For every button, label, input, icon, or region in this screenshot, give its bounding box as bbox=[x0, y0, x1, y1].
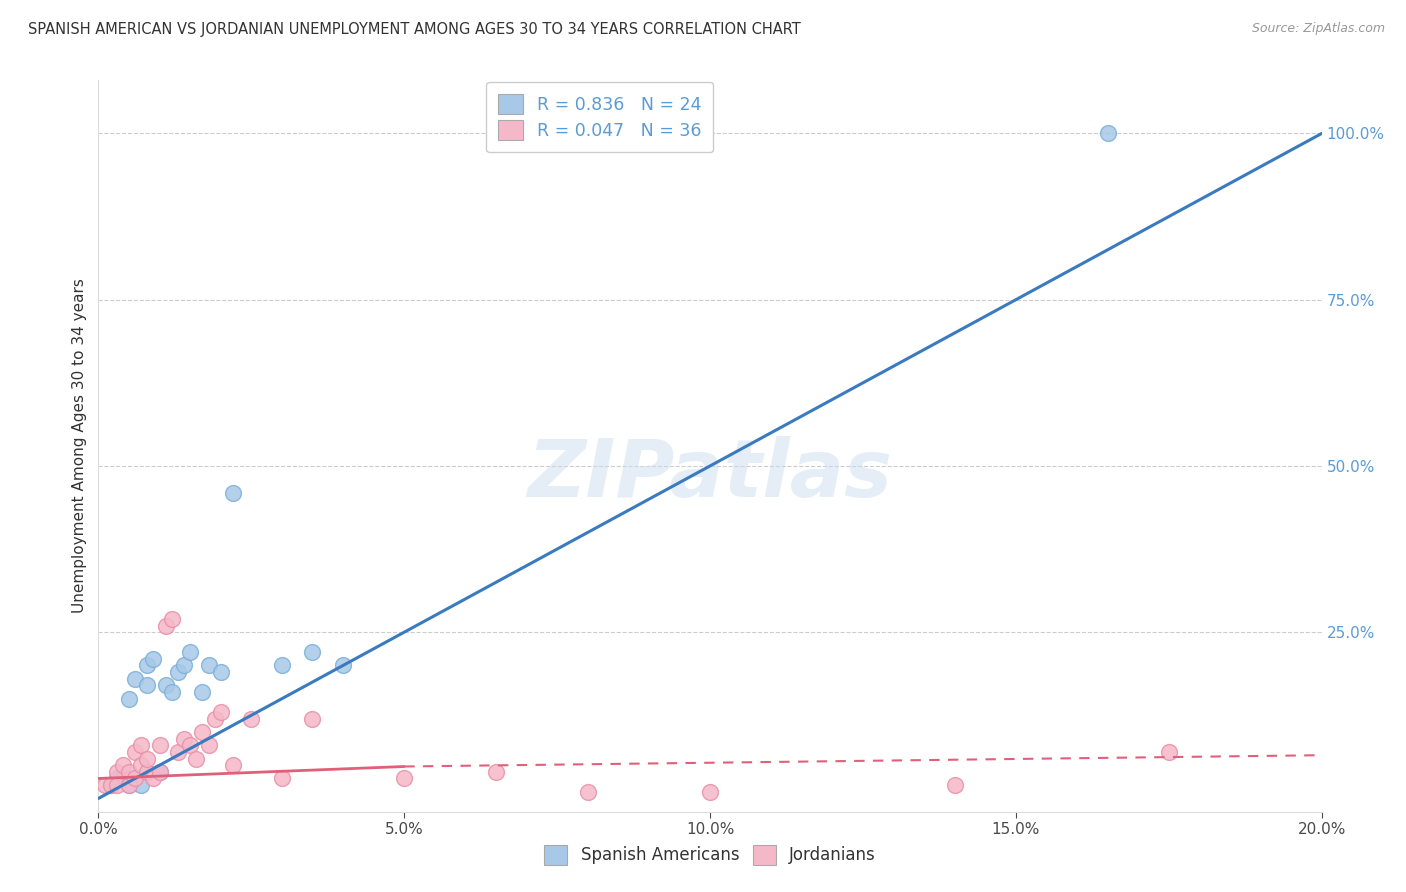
Point bbox=[100, 778, 122, 792]
Point bbox=[204, 712, 226, 726]
Point bbox=[173, 658, 195, 673]
Text: ZIPatlas: ZIPatlas bbox=[527, 436, 893, 515]
Point bbox=[301, 712, 323, 726]
Point bbox=[136, 764, 159, 779]
Point bbox=[118, 778, 141, 792]
Point bbox=[136, 678, 159, 692]
Y-axis label: Unemployment Among Ages 30 to 34 years: Unemployment Among Ages 30 to 34 years bbox=[72, 278, 87, 614]
Point bbox=[173, 731, 195, 746]
Point bbox=[129, 738, 152, 752]
Point bbox=[118, 778, 141, 792]
Point bbox=[118, 691, 141, 706]
Text: Source: ZipAtlas.com: Source: ZipAtlas.com bbox=[1251, 22, 1385, 36]
Point bbox=[191, 725, 214, 739]
Point bbox=[485, 764, 508, 779]
Point bbox=[209, 705, 232, 719]
Point bbox=[111, 772, 134, 786]
Point bbox=[129, 778, 152, 792]
Point bbox=[93, 778, 115, 792]
Point bbox=[124, 772, 146, 786]
Point bbox=[301, 645, 323, 659]
Point bbox=[155, 618, 177, 632]
Point bbox=[392, 772, 416, 786]
Point bbox=[136, 658, 159, 673]
Point bbox=[270, 772, 292, 786]
Point bbox=[179, 645, 201, 659]
Point bbox=[222, 758, 245, 772]
Point bbox=[197, 738, 219, 752]
Text: SPANISH AMERICAN VS JORDANIAN UNEMPLOYMENT AMONG AGES 30 TO 34 YEARS CORRELATION: SPANISH AMERICAN VS JORDANIAN UNEMPLOYME… bbox=[28, 22, 801, 37]
Point bbox=[105, 778, 128, 792]
Point bbox=[167, 665, 190, 679]
Point bbox=[186, 751, 208, 765]
Point bbox=[240, 712, 263, 726]
Point bbox=[332, 658, 354, 673]
Point bbox=[197, 658, 219, 673]
Point bbox=[105, 772, 128, 786]
Point bbox=[179, 738, 201, 752]
Point bbox=[270, 658, 292, 673]
Point bbox=[142, 772, 165, 786]
Point bbox=[129, 758, 152, 772]
Point bbox=[943, 778, 966, 792]
Point bbox=[576, 785, 599, 799]
Point bbox=[136, 751, 159, 765]
Point bbox=[149, 764, 172, 779]
Point bbox=[155, 678, 177, 692]
Point bbox=[167, 745, 190, 759]
Point bbox=[124, 672, 146, 686]
Point bbox=[222, 485, 245, 500]
Point bbox=[111, 758, 134, 772]
Point bbox=[149, 738, 172, 752]
Point bbox=[191, 685, 214, 699]
Point bbox=[124, 745, 146, 759]
Point bbox=[149, 764, 172, 779]
Point bbox=[209, 665, 232, 679]
Point bbox=[699, 785, 721, 799]
Point bbox=[118, 764, 141, 779]
Point bbox=[100, 778, 122, 792]
Point bbox=[105, 764, 128, 779]
Point bbox=[160, 685, 183, 699]
Point bbox=[142, 652, 165, 666]
Point bbox=[1097, 127, 1119, 141]
Point bbox=[160, 612, 183, 626]
Legend: Spanish Americans, Jordanians: Spanish Americans, Jordanians bbox=[536, 837, 884, 873]
Point bbox=[1157, 745, 1180, 759]
